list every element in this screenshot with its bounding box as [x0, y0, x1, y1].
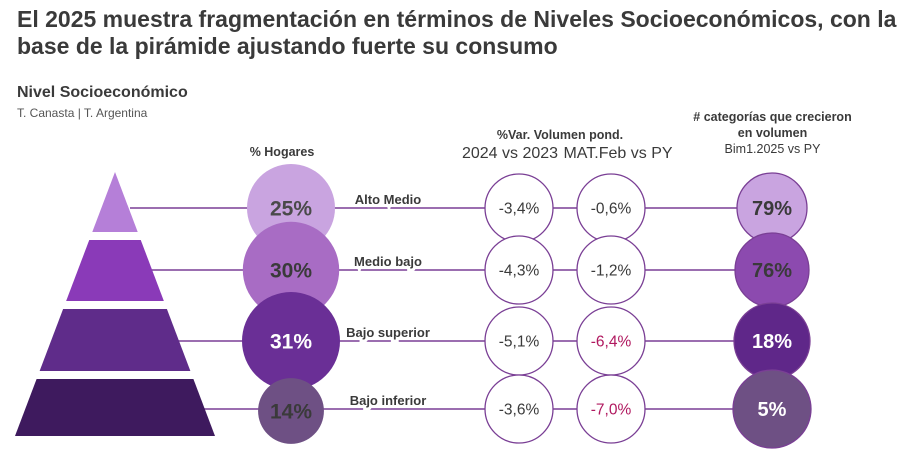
segment-label: Bajo inferior [350, 393, 427, 408]
var-mat-circle [576, 235, 646, 305]
segment-label: Alto Medio [355, 192, 421, 207]
categories-value: 5% [758, 399, 787, 421]
variation-col1-header: 2024 vs 2023 [461, 145, 559, 162]
pyramid-segment [39, 309, 191, 371]
categories-value: 79% [752, 198, 792, 220]
categories-value: 76% [752, 260, 792, 282]
categories-header-line2: en volumen [737, 126, 808, 140]
variation-col2-header: MAT.Feb vs PY [563, 145, 673, 162]
hogares-bubble [242, 292, 340, 390]
hogares-value: 30% [270, 260, 312, 283]
hogares-header-label: % Hogares [249, 145, 315, 159]
var-2024-value: -4,3% [499, 263, 540, 280]
hogares-value: 25% [270, 198, 312, 221]
chart-subtitle: Nivel Socioeconómico [17, 84, 188, 101]
var-2024-circle [484, 235, 554, 305]
categories-value: 18% [752, 331, 792, 353]
var-2024-value: -5,1% [499, 334, 540, 351]
var-mat-value: -0,6% [591, 201, 632, 218]
var-mat-circle [576, 374, 646, 444]
var-mat-value: -6,4% [591, 334, 632, 351]
segment-label: Bajo superior [346, 325, 430, 340]
categories-header-line1: # categorías que crecieron [693, 110, 852, 124]
hogares-value: 14% [270, 401, 312, 424]
hogares-bubble [242, 221, 340, 319]
hogares-value: 31% [270, 331, 312, 354]
var-2024-value: -3,6% [499, 402, 540, 419]
categories-header-sub: Bim1.2025 vs PY [724, 142, 821, 156]
segment-label: Medio bajo [354, 254, 422, 269]
pyramid-segment [92, 172, 138, 232]
page-title: El 2025 muestra fragmentación en término… [17, 6, 897, 59]
var-mat-value: -1,2% [591, 263, 632, 280]
var-mat-value: -7,0% [591, 402, 632, 419]
pyramid-segment [15, 379, 215, 436]
var-2024-circle [484, 374, 554, 444]
categories-circle [732, 369, 812, 449]
source-note: T. Canasta | T. Argentina [17, 106, 148, 120]
variation-header-title: %Var. Volumen pond. [496, 128, 624, 142]
categories-header: # categorías que crecieron en volumen Bi… [660, 109, 885, 157]
pyramid-segment [66, 240, 164, 301]
var-2024-value: -3,4% [499, 201, 540, 218]
variation-header: %Var. Volumen pond. [440, 126, 680, 144]
hogares-header: % Hogares [232, 143, 332, 161]
hogares-bubble [258, 378, 324, 444]
